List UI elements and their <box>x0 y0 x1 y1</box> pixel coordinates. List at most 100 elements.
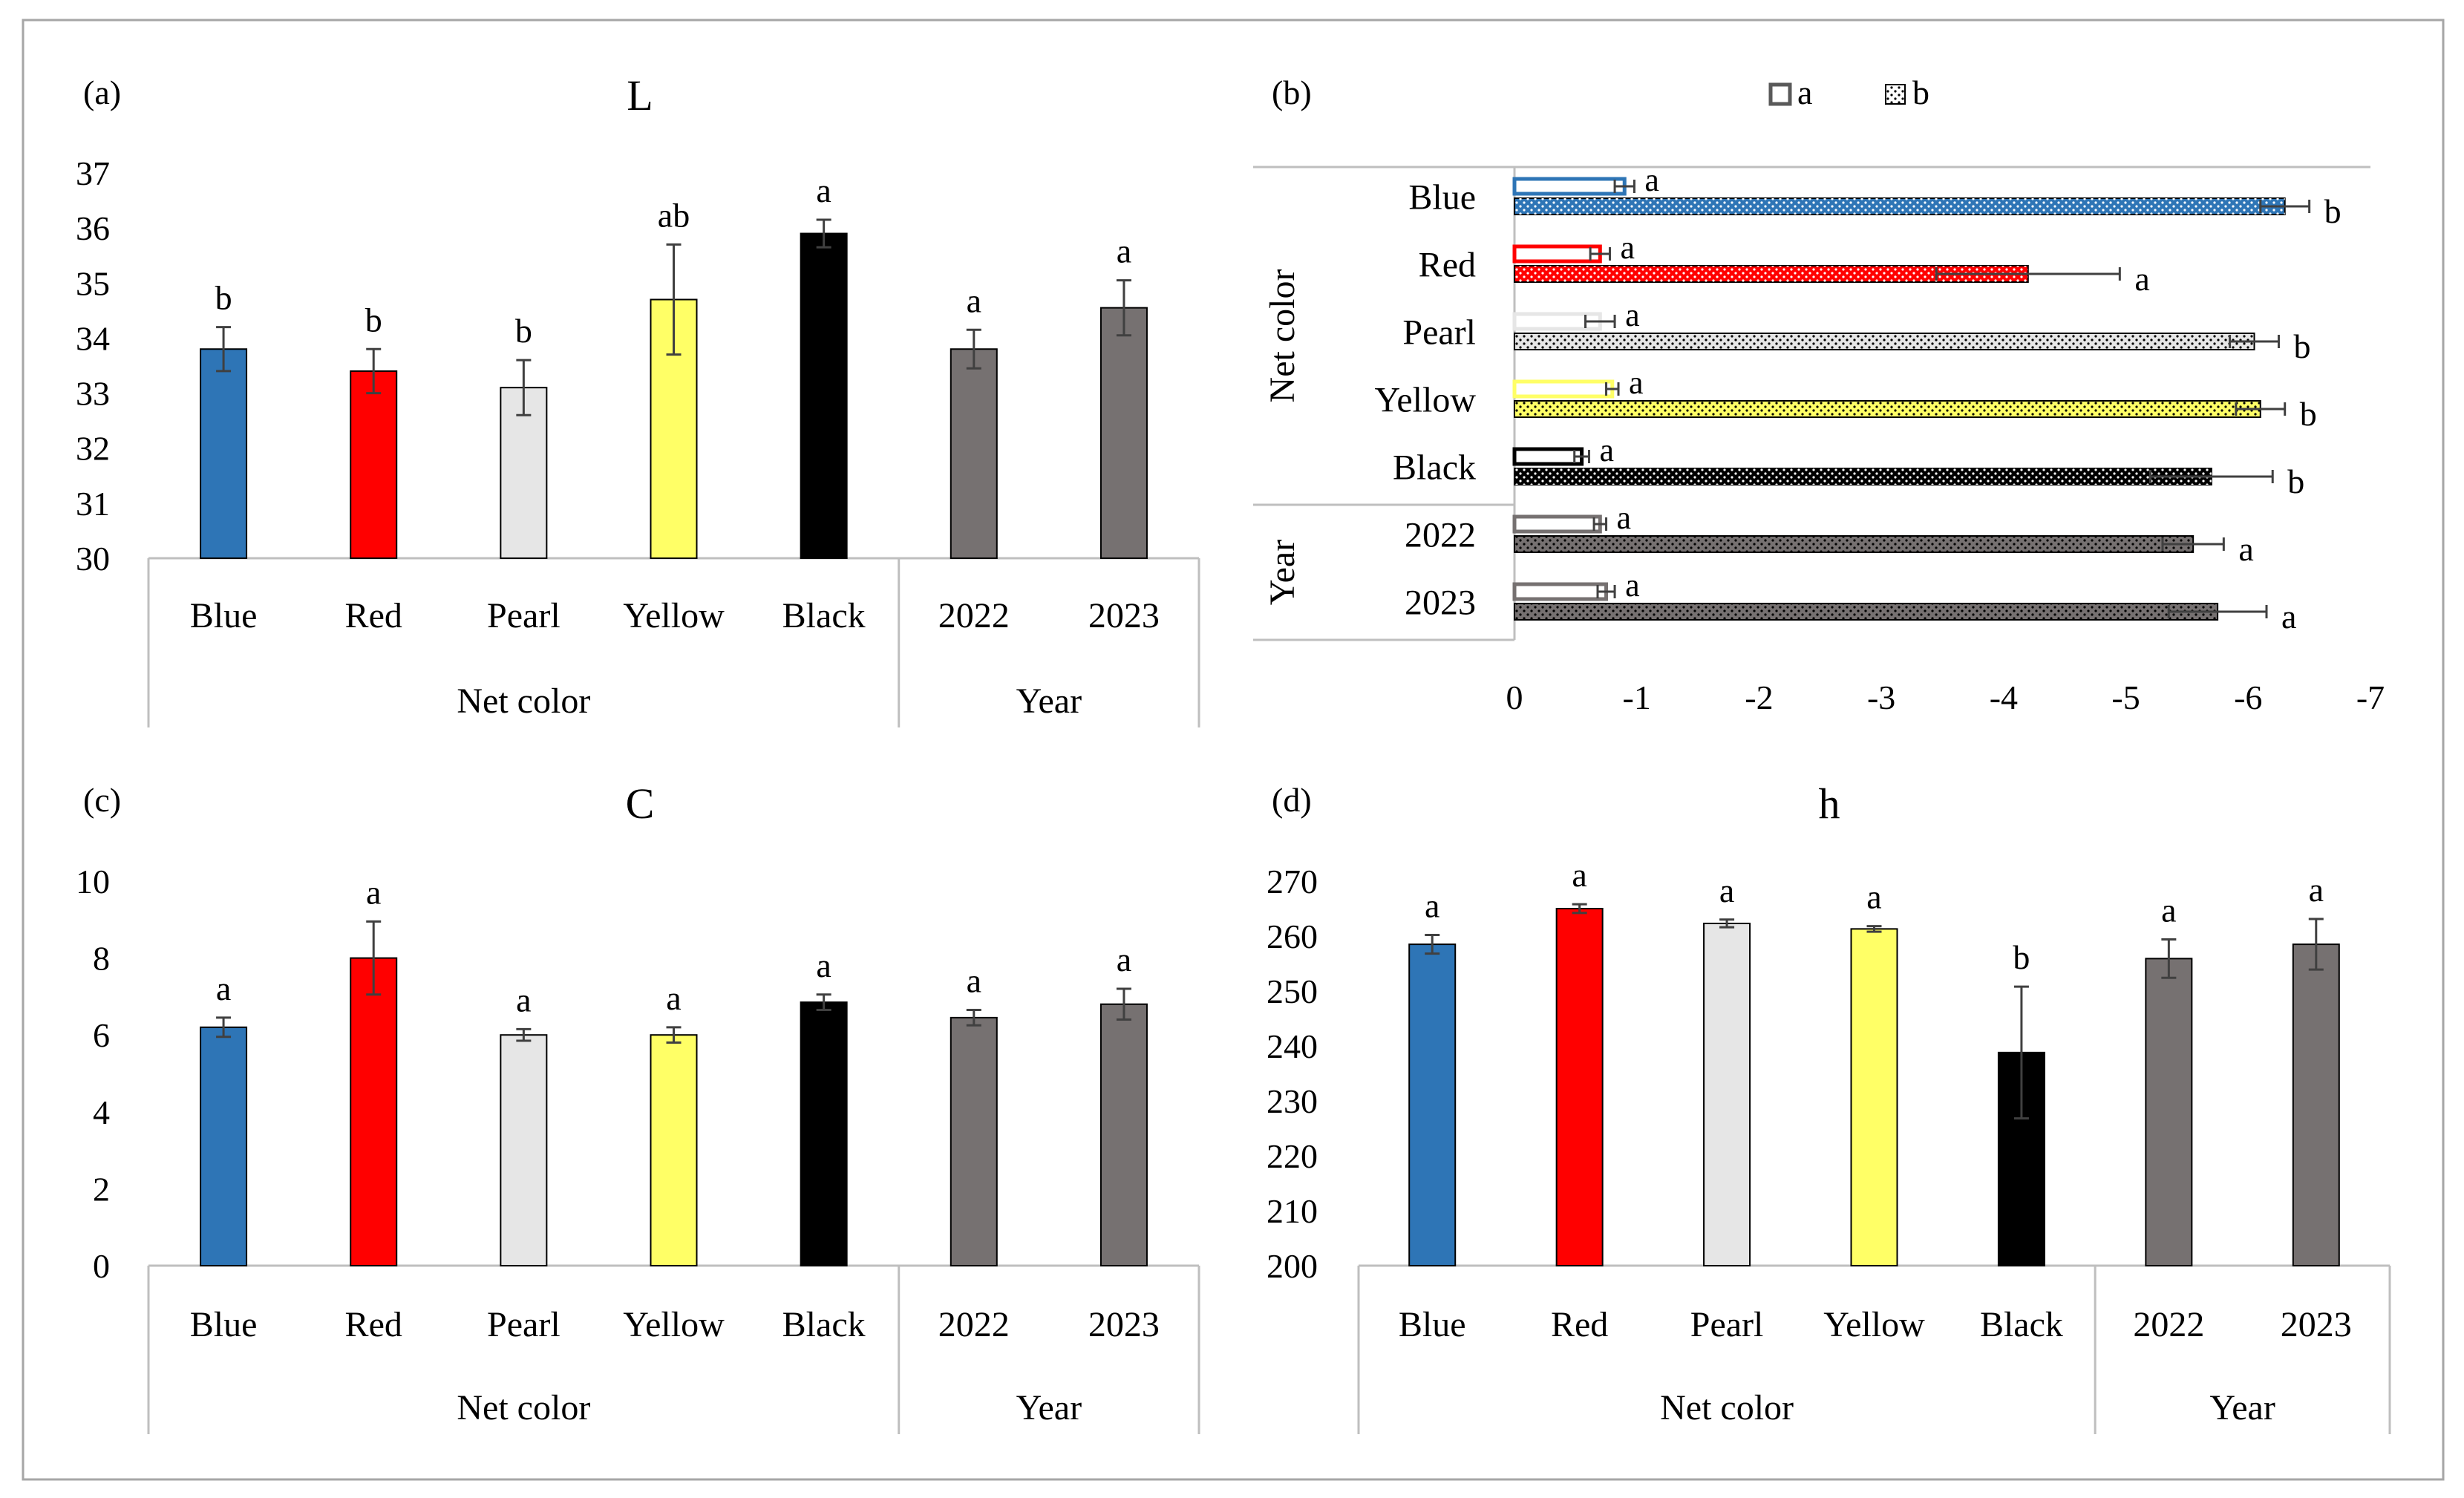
bar-blue <box>1408 943 1457 1266</box>
bar-yellow <box>1850 928 1898 1266</box>
category-label-black: Black <box>782 596 866 635</box>
y-tick-label: 10 <box>76 863 110 900</box>
group-label-year: Year <box>1263 540 1302 605</box>
category-label-pearl: Pearl <box>1690 1305 1764 1344</box>
bar-a-2023 <box>1512 582 1609 601</box>
group-label-net-color: Net color <box>457 1388 590 1427</box>
y-tick-label: 8 <box>93 940 110 978</box>
bar-pearl <box>1703 922 1751 1266</box>
y-tick-label: 200 <box>1267 1247 1318 1285</box>
significance-letter-b-2022: a <box>2238 530 2253 568</box>
y-tick-label: 210 <box>1267 1192 1318 1230</box>
significance-letter-b-blue: b <box>2324 192 2342 230</box>
group-label-year: Year <box>1016 681 1082 721</box>
significance-letter-2022: a <box>967 281 981 319</box>
significance-letter-b-yellow: b <box>2300 395 2317 433</box>
category-label-2022: 2022 <box>2133 1305 2204 1344</box>
x-tick-label: -1 <box>1623 678 1651 716</box>
bar-b-pattern-pearl <box>1514 333 2255 350</box>
category-label-2022: 2022 <box>1405 515 1476 555</box>
y-tick-label: 270 <box>1267 863 1318 900</box>
significance-letter-a-2022: a <box>1617 500 1632 536</box>
category-label-pearl: Pearl <box>1402 313 1476 352</box>
y-tick-label: 36 <box>76 209 110 247</box>
x-tick-label: -3 <box>1867 678 1895 716</box>
bar-b-pattern-2022 <box>1514 536 2194 552</box>
significance-letter-red: b <box>365 301 382 338</box>
x-tick-label: -7 <box>2356 678 2385 716</box>
significance-letter-red: a <box>1572 856 1586 894</box>
bar-black <box>800 232 848 559</box>
significance-letter-a-2023: a <box>1625 567 1640 604</box>
y-tick-label: 230 <box>1267 1082 1318 1120</box>
bar-2022 <box>2145 958 2193 1266</box>
bar-red <box>350 370 398 559</box>
bar-yellow <box>650 1034 698 1266</box>
x-tick-label: -4 <box>1990 678 2018 716</box>
bar-a-black <box>1512 447 1584 466</box>
bar-b-pattern-2023 <box>1514 604 2218 620</box>
significance-letter-2022: a <box>967 962 981 1000</box>
bar-a-blue <box>1512 177 1627 196</box>
panel-a-label: (a) <box>83 73 121 111</box>
significance-letter-blue: b <box>215 279 232 317</box>
significance-letter-blue: a <box>1425 887 1439 925</box>
panel-c-label: (c) <box>83 781 121 819</box>
y-tick-label: 250 <box>1267 972 1318 1010</box>
panel-d-chart: 200 210 220 230 240 250 260 270 Net color Year a Bl… <box>1267 856 2391 1434</box>
x-tick-label: -6 <box>2234 678 2262 716</box>
significance-letter-pearl: a <box>1719 871 1734 909</box>
bar-a-red <box>1512 244 1602 264</box>
category-label-red: Red <box>345 596 402 635</box>
bar-a-2022 <box>1512 514 1602 534</box>
significance-letter-2022: a <box>2161 891 2176 929</box>
significance-letter-yellow: ab <box>658 196 690 234</box>
bar-blue <box>200 1026 248 1266</box>
y-tick-label: 0 <box>93 1247 110 1285</box>
y-tick-label: 37 <box>76 154 110 192</box>
group-label-net-color: Net color <box>1660 1388 1794 1427</box>
category-label-yellow: Yellow <box>623 596 725 635</box>
category-label-blue: Blue <box>1408 177 1476 217</box>
significance-letter-b-red: a <box>2134 260 2149 298</box>
significance-letter-red: a <box>366 873 381 911</box>
category-label-yellow: Yellow <box>623 1305 725 1344</box>
category-label-2022: 2022 <box>938 1305 1010 1344</box>
significance-letter-b-2023: a <box>2281 598 2296 635</box>
category-label-black: Black <box>1393 448 1476 487</box>
bar-2023 <box>1099 1003 1148 1266</box>
significance-letter-a-pearl: a <box>1625 297 1640 333</box>
category-label-red: Red <box>345 1305 402 1344</box>
significance-letter-pearl: b <box>515 312 532 350</box>
significance-letter-pearl: a <box>516 981 531 1018</box>
bar-a-yellow <box>1512 379 1615 399</box>
y-tick-label: 34 <box>76 319 110 357</box>
category-label-blue: Blue <box>190 596 258 635</box>
panel-c-chart: 0 2 4 6 8 10 Net color Year a Blue a Red a Pearl a Yell… <box>76 863 1200 1434</box>
category-label-black: Black <box>782 1305 866 1344</box>
bar-red <box>350 957 398 1266</box>
significance-letter-2023: a <box>1117 941 1131 978</box>
legend-label-b: b <box>1912 73 1929 111</box>
category-label-2023: 2023 <box>1405 583 1476 622</box>
x-tick-label: -5 <box>2111 678 2140 716</box>
bar-2022 <box>950 348 998 559</box>
significance-letter-black: a <box>816 171 831 209</box>
panel-d-label: (d) <box>1272 781 1312 819</box>
bar-black <box>800 1001 848 1267</box>
significance-letter-black: b <box>2013 938 2030 976</box>
significance-letter-yellow: a <box>1866 878 1881 916</box>
category-label-red: Red <box>1419 245 1476 284</box>
bar-pearl <box>500 1034 548 1266</box>
category-label-2023: 2023 <box>2281 1305 2352 1344</box>
significance-letter-blue: a <box>216 969 231 1007</box>
bar-b-pattern-red <box>1514 266 2028 282</box>
y-tick-label: 260 <box>1267 918 1318 955</box>
category-label-black: Black <box>1980 1305 2063 1344</box>
bar-b-pattern-black <box>1514 468 2212 485</box>
bar-2022 <box>950 1016 998 1266</box>
group-label-net-color: Net color <box>1263 269 1302 403</box>
y-tick-label: 33 <box>76 375 110 413</box>
panel-a-title: L <box>627 71 653 120</box>
